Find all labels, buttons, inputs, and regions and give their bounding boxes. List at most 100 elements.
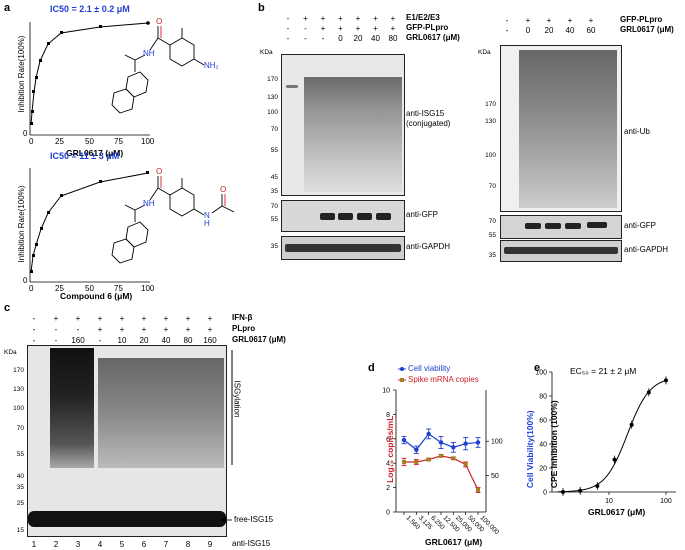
blot-gapdh-left — [281, 236, 405, 260]
c-sign-1-4: + — [119, 325, 125, 334]
b-left-marker-2: 100 — [267, 109, 278, 116]
b-left-sign-1-4: + — [355, 24, 361, 33]
panel-letter-a: a — [4, 2, 11, 14]
c-marker-7: 25 — [16, 500, 24, 507]
series-d-0-point-2 — [426, 431, 431, 437]
xtick-a-bottom-4: 100 — [141, 284, 155, 293]
panel-a-bottom-chart — [29, 168, 235, 283]
point-e-0 — [561, 490, 566, 494]
c-marker-8: 15 — [16, 527, 24, 534]
point-e-1 — [578, 488, 583, 493]
ytick-a-bottom-0: 0 — [23, 276, 28, 285]
tick-label-e-x-0: 10 — [605, 498, 613, 505]
antibody-anti-gapdh-left: anti-GAPDH — [406, 242, 451, 251]
b-left-sign-2-3: 0 — [338, 34, 343, 43]
c-lane-3: 4 — [97, 540, 103, 549]
b-left-sign-0-2: + — [320, 14, 326, 23]
b-left-sign-0-4: + — [355, 14, 361, 23]
point-e-5 — [646, 390, 651, 395]
b-right-sign-0-4: + — [588, 16, 594, 25]
carbonyl-oxygen-bottom: O — [156, 167, 163, 176]
series-d-0-point-6 — [475, 440, 481, 445]
antibody-isg15-conjugated: (conjugated) — [406, 119, 451, 128]
panel-letter-c: c — [4, 302, 11, 314]
b-left-row-label-0: E1/E2/E3 — [406, 13, 440, 22]
b-right-sign-0-2: + — [546, 16, 552, 25]
b-left-marker-6: 35 — [270, 188, 278, 195]
b-left-row-label-1: GFP-PLpro — [406, 23, 449, 32]
b-right-marker-0: 170 — [485, 101, 496, 108]
b-left-sign-2-4: 20 — [353, 34, 363, 43]
annotation-e: EC₅₀ = 21 ± 2 μM — [570, 366, 637, 376]
c-marker-2: 100 — [13, 405, 24, 412]
c-sign-1-5: + — [141, 325, 147, 334]
kda-b-right: KDa — [478, 49, 491, 56]
antibody-anti-ub: anti-Ub — [624, 127, 650, 136]
b-left-sign-2-6: 80 — [388, 34, 398, 43]
c-row-label-0: IFN-β — [232, 313, 253, 322]
curve-e-fit — [557, 380, 665, 493]
tick-label-e-y-2: 40 — [539, 442, 547, 449]
xlabel-d: GRL0617 (μM) — [425, 537, 483, 547]
point-e-3 — [612, 457, 617, 462]
b-left-sign-0-5: + — [373, 14, 378, 23]
c-lane-4: 5 — [119, 540, 125, 549]
c-marker-3: 70 — [16, 425, 24, 432]
c-sign-2-2: 160 — [71, 336, 85, 345]
b-right-sign-1-0: - — [505, 26, 509, 35]
c-sign-0-4: + — [119, 314, 125, 323]
c-marker-4: 55 — [16, 451, 24, 458]
c-sign-2-8: 160 — [203, 336, 217, 345]
tick-label-d-right-0: 50 — [491, 473, 499, 480]
b-left-sign-2-5: 40 — [371, 34, 380, 43]
c-sign-0-0: - — [32, 314, 36, 323]
c-sign-1-0: - — [32, 325, 36, 334]
legend-d-spike-text: Spike mRNA copies — [408, 375, 479, 384]
acetyl-oxygen: O — [220, 185, 227, 194]
ylabel-e: CPE Inhibition (100%) — [548, 400, 559, 489]
blot-isg15-conjugated — [281, 54, 405, 196]
c-lane-7: 8 — [185, 540, 191, 549]
tick-label-e-y-0: 0 — [543, 490, 547, 497]
b-left-sign-0-6: + — [390, 14, 396, 23]
panel-letter-d: d — [368, 362, 375, 374]
b-right-gfp-marker-1: 55 — [488, 232, 496, 239]
tick-label-e-y-1: 20 — [539, 466, 547, 473]
b-left-marker-0: 170 — [267, 76, 278, 83]
tick-label-d-left-3: 6 — [386, 436, 390, 443]
c-marker-0: 170 — [13, 367, 24, 374]
b-right-gapdh-marker-0: 35 — [488, 252, 496, 259]
xtick-a-bottom-1: 25 — [55, 284, 64, 293]
xtick-a-top-3: 75 — [114, 137, 123, 146]
c-row-label-2: GRL0617 (μM) — [232, 335, 286, 344]
b-left-sign-0-0: - — [286, 14, 290, 23]
b-left-sign-1-1: - — [304, 24, 307, 33]
antibody-anti-isg15: anti-ISG15 — [406, 109, 445, 118]
series-d-1-point-2 — [426, 457, 431, 462]
c-sign-2-3: - — [98, 336, 102, 345]
xlabel-a-top: GRL0617 (μM) — [66, 148, 124, 158]
legend-d-marker-0 — [400, 367, 404, 371]
series-d-0-point-0 — [401, 437, 407, 443]
c-marker-6: 35 — [16, 484, 24, 491]
series-d-1-point-1 — [414, 459, 419, 464]
c-marker-5: 40 — [16, 473, 24, 480]
b-right-sign-0-0: - — [505, 16, 509, 25]
b-right-sign-1-2: 20 — [544, 26, 554, 35]
b-left-sign-1-3: + — [338, 24, 343, 33]
b-left-sign-2-0: - — [286, 34, 290, 43]
b-left-gfp-marker-0: 70 — [270, 203, 278, 210]
series-d-0-point-5 — [463, 441, 468, 446]
xtick-a-top-0: 0 — [29, 137, 34, 146]
antibody-anti-gfp-left: anti-GFP — [406, 210, 439, 219]
c-row-label-1: PLpro — [232, 324, 256, 333]
ytick-a-top-0: 0 — [23, 129, 28, 138]
c-sign-1-1: - — [54, 325, 58, 334]
c-sign-0-6: + — [163, 314, 169, 323]
tick-label-d-left-4: 8 — [386, 412, 390, 419]
blot-gapdh-right — [500, 240, 622, 262]
b-left-marker-3: 70 — [270, 126, 278, 133]
c-sign-2-5: 20 — [139, 336, 149, 345]
b-left-sign-2-1: - — [304, 34, 307, 43]
